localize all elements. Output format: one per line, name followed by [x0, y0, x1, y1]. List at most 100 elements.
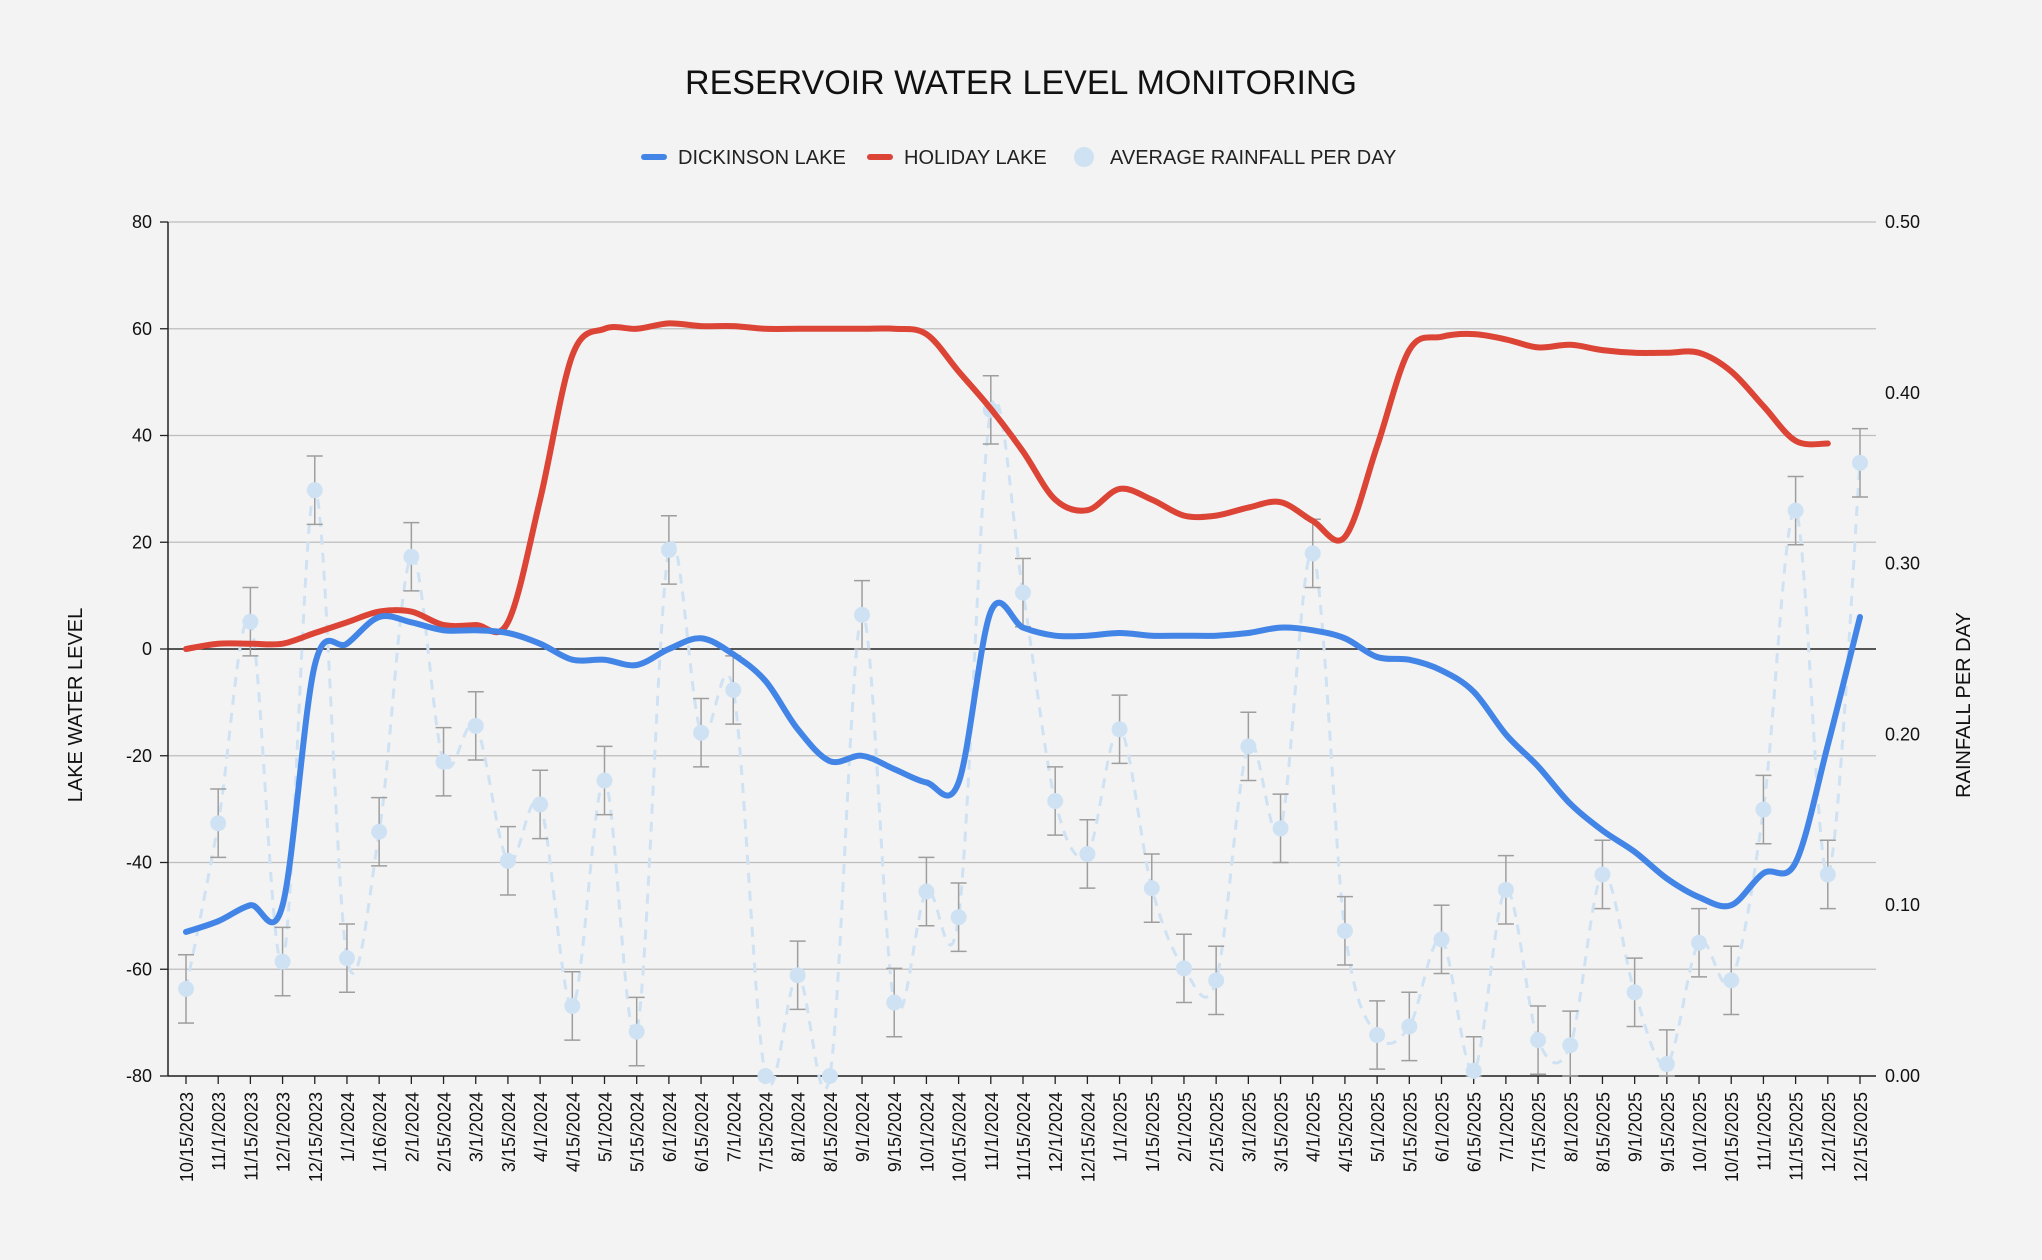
x-tick-label: 9/1/2024: [853, 1092, 873, 1162]
lake-series: [183, 320, 1863, 935]
x-tick-label: 3/1/2025: [1239, 1092, 1259, 1162]
rainfall-point: [1047, 793, 1064, 810]
y2-tick-label: 0.40: [1885, 383, 1920, 403]
y-tick-label: -80: [126, 1066, 152, 1086]
rainfall-point: [403, 548, 420, 565]
holiday-lake-line: [183, 320, 1831, 652]
rainfall-point: [1755, 801, 1772, 818]
y2-tick-label: 0.30: [1885, 554, 1920, 574]
rainfall-point: [693, 724, 710, 741]
x-tick-label: 1/15/2025: [1143, 1092, 1163, 1172]
rainfall-point: [242, 613, 259, 630]
rainfall-point: [1208, 972, 1225, 989]
rainfall-point: [1079, 845, 1096, 862]
x-tick-label: 11/1/2023: [209, 1092, 229, 1171]
y2-tick-label: 0.20: [1885, 724, 1920, 744]
rainfall-point: [1626, 984, 1643, 1001]
x-tick-label: 5/1/2025: [1368, 1092, 1388, 1162]
x-tick-label: 10/15/2024: [950, 1092, 970, 1182]
rainfall-point: [1562, 1037, 1579, 1054]
x-tick-label: 3/15/2025: [1272, 1092, 1292, 1172]
x-tick-label: 8/1/2025: [1561, 1092, 1581, 1162]
rainfall-point: [1401, 1018, 1418, 1035]
x-tick-label: 3/1/2024: [467, 1092, 487, 1162]
x-tick-label: 4/15/2025: [1336, 1092, 1356, 1172]
x-tick-label: 6/15/2025: [1465, 1092, 1485, 1172]
legend: DICKINSON LAKE HOLIDAY LAKE AVERAGE RAINFA…: [641, 147, 1396, 169]
rainfall-point: [1497, 881, 1514, 898]
x-tick-label: 8/15/2024: [821, 1092, 841, 1172]
rainfall-point: [467, 717, 484, 734]
rainfall-point: [628, 1023, 645, 1040]
rainfall-point: [821, 1068, 838, 1084]
x-tick-label: 7/1/2024: [724, 1092, 744, 1162]
rainfall-point: [1433, 931, 1450, 948]
legend-item: HOLIDAY LAKE: [867, 147, 1047, 169]
rainfall-point: [1594, 866, 1611, 883]
x-tick-label: 7/15/2025: [1529, 1092, 1549, 1172]
y-tick-label: 20: [132, 532, 152, 552]
y-axis-label: LAKE WATER LEVEL: [65, 608, 87, 803]
rainfall-point: [338, 950, 355, 967]
x-tick-label: 7/15/2024: [757, 1092, 777, 1172]
axes: 80 60 40 20 0 -20 -40 -60 -80 0.50 0.40 0.30 0.20 0.1…: [126, 212, 1920, 1182]
x-tick-label: 4/15/2024: [563, 1092, 583, 1172]
rainfall-point: [564, 997, 581, 1014]
rainfall-point: [1175, 960, 1192, 977]
x-tick-label: 5/15/2024: [628, 1092, 648, 1172]
x-tick-label: 5/15/2025: [1400, 1092, 1420, 1172]
rainfall-point: [371, 823, 388, 840]
x-tick-label: 12/15/2023: [306, 1092, 326, 1182]
x-tick-label: 10/15/2023: [177, 1092, 197, 1182]
x-tick-label: 8/15/2025: [1594, 1092, 1614, 1172]
rainfall-point: [1143, 880, 1160, 897]
x-tick-label: 1/1/2024: [338, 1092, 358, 1162]
rainfall-point: [1304, 545, 1321, 562]
x-tick-label: 3/15/2024: [499, 1092, 519, 1172]
x-tick-label: 10/15/2025: [1722, 1092, 1742, 1182]
rainfall-point: [1658, 1056, 1675, 1073]
x-tick-label: 12/1/2024: [1046, 1092, 1066, 1172]
rainfall-point: [757, 1068, 774, 1084]
rainfall-point: [725, 681, 742, 698]
rainfall-point: [950, 909, 967, 926]
y-tick-label: 60: [132, 319, 152, 339]
rainfall-series: [178, 374, 1868, 1091]
rainfall-point: [1691, 934, 1708, 951]
y-tick-label: -20: [126, 746, 152, 766]
x-tick-label: 12/1/2025: [1819, 1092, 1839, 1172]
x-tick-label: 10/1/2025: [1690, 1092, 1710, 1172]
rainfall-point: [1465, 1062, 1482, 1079]
dickinson-lake-line: [183, 599, 1863, 935]
y2-tick-label: 0.00: [1885, 1066, 1920, 1086]
y2-tick-label: 0.10: [1885, 895, 1920, 915]
rainfall-point: [1369, 1027, 1386, 1044]
x-tick-label: 12/15/2024: [1078, 1092, 1098, 1182]
y2-tick-label: 0.50: [1885, 212, 1920, 232]
x-tick-label: 12/1/2023: [274, 1092, 294, 1172]
rainfall-point: [306, 482, 323, 499]
y-tick-label: 80: [132, 212, 152, 232]
legend-label: DICKINSON LAKE: [678, 147, 846, 169]
rainfall-point: [1015, 584, 1031, 601]
legend-label: AVERAGE RAINFALL PER DAY: [1110, 147, 1396, 169]
x-tick-label: 2/1/2025: [1175, 1092, 1195, 1162]
x-tick-label: 8/1/2024: [789, 1092, 809, 1162]
rainfall-point: [1336, 922, 1353, 939]
y-tick-label: -60: [126, 959, 152, 979]
legend-item: DICKINSON LAKE: [641, 147, 846, 169]
x-tick-label: 2/1/2024: [402, 1092, 422, 1162]
chart-title: RESERVOIR WATER LEVEL MONITORING: [685, 64, 1357, 102]
rainfall-point: [274, 953, 291, 970]
legend-swatch: [1074, 147, 1094, 167]
x-tick-label: 10/1/2024: [917, 1092, 937, 1172]
y-tick-label: 40: [132, 426, 152, 446]
x-tick-label: 1/16/2024: [370, 1092, 390, 1172]
x-tick-label: 12/15/2025: [1851, 1092, 1871, 1182]
rainfall-point: [499, 852, 516, 869]
x-tick-label: 7/1/2025: [1497, 1092, 1517, 1162]
rainfall-point: [1723, 972, 1740, 989]
x-tick-label: 2/15/2025: [1207, 1092, 1227, 1172]
